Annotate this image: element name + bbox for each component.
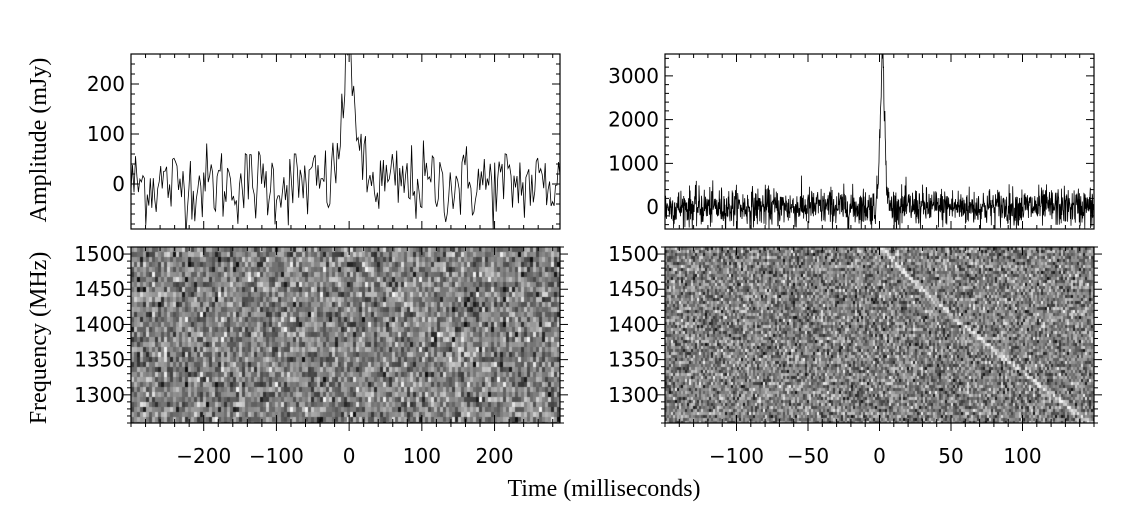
ylabel-amplitude: Amplitude (mJy) <box>26 58 52 223</box>
amplitude-trace <box>665 54 1094 229</box>
x-tick-label: −100 <box>249 444 304 468</box>
y-tick-label: 1450 <box>74 277 125 301</box>
plot-frame <box>130 246 561 424</box>
panel-amplitude-left: 0 100 200 <box>87 53 561 230</box>
x-tick-label: 100 <box>403 444 441 468</box>
xlabel-time: Time (milliseconds) <box>507 476 700 502</box>
y-tick-label: 1300 <box>608 383 659 407</box>
x-tick-label: 100 <box>1003 444 1041 468</box>
x-tick-label: 0 <box>343 444 356 468</box>
y-tick-label: 1500 <box>608 242 659 266</box>
y-tick-label: 1300 <box>74 383 125 407</box>
panel-amplitude-right: 0 1000 2000 3000 <box>608 53 1095 230</box>
y-tick-label: 1400 <box>74 312 125 336</box>
y-tick-label: 0 <box>112 172 125 196</box>
panel-dynamic-spectrum-right: 1300 1350 1400 1450 1500 −100 −50 0 50 100 <box>608 242 1102 468</box>
y-tick-label: 1450 <box>608 277 659 301</box>
plot-frame <box>130 53 561 230</box>
plot-frame <box>664 246 1095 424</box>
dynamic-spectrum-image <box>131 247 560 423</box>
dynamic-spectrum-image <box>665 247 1094 423</box>
y-tick-label: 200 <box>87 72 125 96</box>
plot-frame <box>664 53 1095 230</box>
y-tick-label: 2000 <box>608 108 659 132</box>
y-tick-label: 3000 <box>608 64 659 88</box>
y-tick-label: 1400 <box>608 312 659 336</box>
panel-dynamic-spectrum-left: 1300 1350 1400 1450 1500 −200 −100 0 100 200 <box>74 242 568 468</box>
y-tick-label: 1500 <box>74 242 125 266</box>
y-tick-label: 100 <box>87 122 125 146</box>
x-tick-label: 200 <box>475 444 513 468</box>
x-tick-label: −200 <box>176 444 231 468</box>
x-tick-label: −50 <box>787 444 829 468</box>
x-tick-label: 50 <box>938 444 963 468</box>
y-tick-label: 1350 <box>608 348 659 372</box>
x-tick-label: 0 <box>873 444 886 468</box>
x-tick-label: −100 <box>709 444 764 468</box>
ylabel-frequency: Frequency (MHz) <box>26 252 52 425</box>
y-tick-label: 1000 <box>608 151 659 175</box>
y-tick-label: 1350 <box>74 348 125 372</box>
y-tick-label: 0 <box>646 195 659 219</box>
amplitude-trace <box>131 54 560 229</box>
